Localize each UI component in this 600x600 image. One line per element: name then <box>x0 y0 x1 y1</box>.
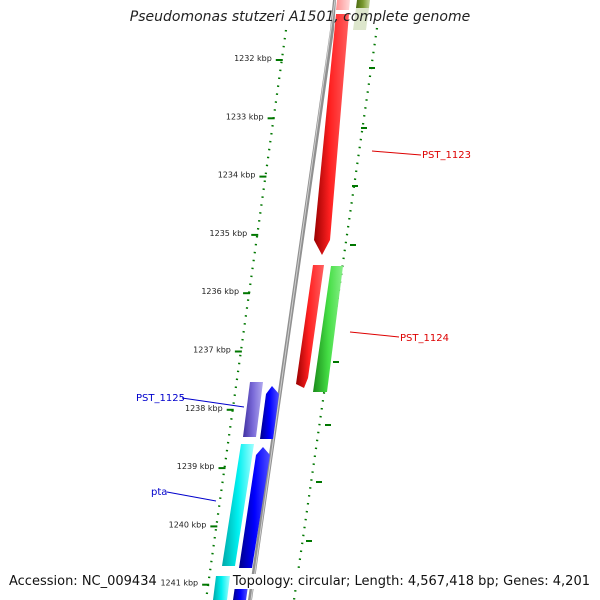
gene-label-pst-1125[interactable]: PST_1125 <box>136 393 185 404</box>
kbp-tick-label: 1239 kbp <box>177 462 215 471</box>
accession-text: Accession: NC_009434 <box>7 574 159 589</box>
gene-label-pst-1123[interactable]: PST_1123 <box>422 150 471 161</box>
topology-text: Topology: circular; Length: 4,567,418 bp… <box>230 574 592 589</box>
kbp-tick-label: 1233 kbp <box>226 112 264 121</box>
leader-pta <box>166 491 217 502</box>
gene-pst-1123 <box>314 14 349 255</box>
gene-pst-1124-red <box>296 265 324 388</box>
gene-label-pta[interactable]: pta <box>151 487 167 498</box>
kbp-tick-label: 1235 kbp <box>210 229 248 238</box>
gene-label-pst-1124[interactable]: PST_1124 <box>400 333 449 344</box>
kbp-tick-label: 1237 kbp <box>193 346 231 355</box>
kbp-tick-label: 1241 kbp <box>160 579 198 588</box>
page-title: Pseudomonas stutzeri A1501, complete gen… <box>129 9 471 25</box>
outer-ring-ticks <box>306 67 375 542</box>
gene-pta-cyan <box>222 444 254 566</box>
kbp-tick-label: 1234 kbp <box>218 171 256 180</box>
leader-pst-1123 <box>371 150 422 156</box>
gene-pst-1125-blue <box>260 386 279 439</box>
kbp-tick-label: 1240 kbp <box>169 520 207 529</box>
leader-pst-1125 <box>181 397 245 408</box>
gene-top-red-faded <box>336 0 350 10</box>
kbp-tick-label: 1238 kbp <box>185 404 223 413</box>
kbp-tick-label: 1236 kbp <box>201 287 239 296</box>
gene-pst-1124-green <box>313 266 343 392</box>
gene-pta-blue <box>239 447 270 568</box>
gene-top-olive <box>356 0 370 8</box>
kbp-ticks: 1232 kbp 1233 kbp 1234 kbp 1235 kbp 1236 kbp… <box>160 54 283 588</box>
gene-pst-1125-purple <box>243 382 263 437</box>
leader-pst-1124 <box>349 331 400 338</box>
kbp-tick-label: 1232 kbp <box>234 54 272 63</box>
